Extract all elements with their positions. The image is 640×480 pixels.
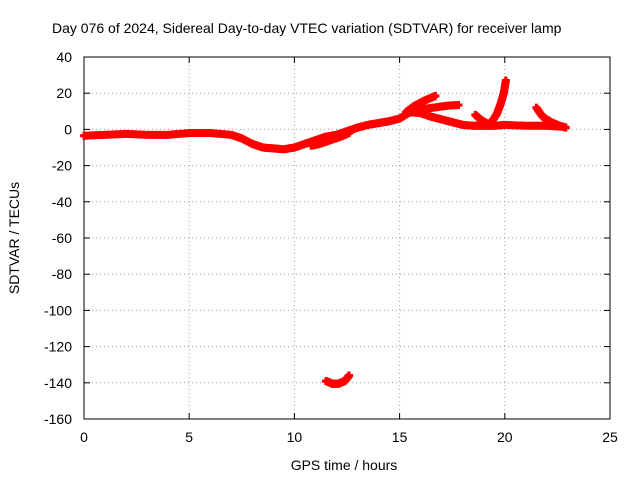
y-tick-label: 0 [64, 121, 72, 137]
data-point [431, 91, 440, 100]
x-tick-label: 0 [80, 429, 88, 445]
y-axis-label: SDTVAR / TECUs [6, 182, 22, 294]
y-tick-label: -140 [44, 375, 72, 391]
y-tick-label: -40 [52, 194, 72, 210]
y-tick-label: -80 [52, 266, 72, 282]
grid [84, 57, 610, 419]
x-tick-label: 25 [602, 429, 618, 445]
series-outlier-12h [321, 371, 354, 388]
y-tick-label: -60 [52, 230, 72, 246]
data-point [501, 76, 510, 85]
x-tick-label: 5 [185, 429, 193, 445]
data-point [345, 129, 354, 138]
series-baseline [80, 108, 566, 154]
plot-frame [83, 56, 611, 420]
y-tick-label: -160 [44, 411, 72, 427]
series-branch-21.5h [532, 103, 570, 132]
y-tick-label: -120 [44, 339, 72, 355]
y-tick-label: -20 [52, 158, 72, 174]
x-tick-label: 20 [497, 429, 513, 445]
y-tick-label: 40 [56, 49, 72, 65]
data-point [483, 119, 492, 128]
series-upper-branch-15h [401, 91, 440, 117]
x-tick-label: 10 [287, 429, 303, 445]
series-spike-19h [486, 76, 510, 128]
series-lower-track-11h [307, 129, 354, 150]
series-outlier-18.6h [471, 110, 492, 128]
series-upper-branch-16h [416, 100, 463, 114]
chart-title: Day 076 of 2024, Sidereal Day-to-day VTE… [52, 20, 562, 36]
data-series [80, 76, 570, 388]
x-axis-label: GPS time / hours [291, 457, 398, 473]
axis-ticks: 0 5 10 15 20 25 40 20 0 -20 -40 -60 -80 -100 -120 -140 -… [44, 49, 618, 445]
data-point [561, 123, 570, 132]
x-tick-label: 15 [392, 429, 408, 445]
y-tick-label: 20 [56, 85, 72, 101]
data-point [345, 371, 354, 380]
y-tick-label: -100 [44, 302, 72, 318]
data-point [454, 100, 463, 109]
